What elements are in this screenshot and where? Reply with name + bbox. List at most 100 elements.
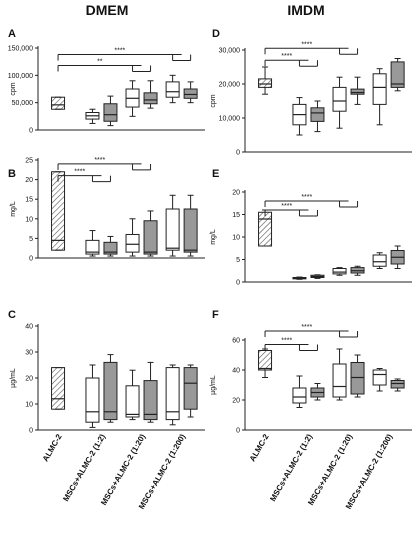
box-plot bbox=[183, 81, 198, 104]
box-iqr bbox=[85, 239, 100, 255]
box-plot bbox=[103, 95, 118, 127]
box-plot bbox=[350, 265, 365, 276]
panel-f: F 0 20 40 60 µg/mL **** **** bbox=[210, 309, 412, 435]
box-iqr bbox=[292, 387, 307, 404]
significance-bracket: ** bbox=[57, 58, 152, 72]
panel-c: C 0 10 20 30 40 µg/mL bbox=[8, 309, 205, 435]
box-plot bbox=[183, 194, 198, 257]
box-plot bbox=[125, 218, 140, 257]
x-tick-label-imdm: MSCs+ALMC-2 (1:2) bbox=[268, 432, 314, 503]
y-tick-label: 100,000 bbox=[8, 73, 33, 80]
y-tick-label: 20 bbox=[25, 376, 33, 383]
significance-label: **** bbox=[281, 338, 292, 345]
box-iqr bbox=[125, 385, 140, 418]
y-tick-label: 10 bbox=[232, 235, 240, 242]
box-iqr bbox=[125, 233, 140, 253]
y-tick-label: 10,000 bbox=[219, 116, 241, 123]
box-plot bbox=[332, 76, 347, 129]
box-iqr bbox=[332, 86, 347, 112]
box-plot bbox=[51, 171, 66, 251]
panel-letter: A bbox=[8, 28, 16, 40]
box-iqr bbox=[143, 380, 158, 421]
y-tick-label: 0 bbox=[236, 150, 240, 157]
box-iqr bbox=[51, 171, 66, 251]
box-plot bbox=[103, 354, 118, 423]
box-plot bbox=[85, 230, 100, 257]
box-iqr bbox=[51, 367, 66, 410]
box-plot bbox=[350, 354, 365, 398]
box-iqr bbox=[372, 369, 387, 386]
box-plot bbox=[292, 276, 307, 280]
significance-label: **** bbox=[281, 53, 292, 60]
y-axis-label: mg/L bbox=[10, 201, 17, 217]
box-plot bbox=[332, 348, 347, 401]
box-iqr bbox=[258, 350, 273, 371]
significance-bracket: **** bbox=[57, 157, 152, 171]
box-iqr bbox=[143, 92, 158, 105]
x-tick-label-imdm: MSCs+ALMC-2 (1:200) bbox=[344, 432, 395, 511]
box-plot bbox=[292, 375, 307, 408]
x-tick-label-imdm: ALMC-2 bbox=[248, 432, 271, 463]
box-iqr bbox=[103, 361, 118, 421]
box-plot bbox=[390, 378, 405, 392]
significance-bracket: **** bbox=[264, 203, 318, 217]
box-iqr bbox=[258, 211, 273, 247]
box-plot bbox=[165, 194, 180, 257]
box-plot bbox=[372, 368, 387, 392]
box-iqr bbox=[258, 78, 273, 88]
panels-group: A050,000100,000150,000cpm******B05101520… bbox=[8, 28, 412, 435]
box-plot bbox=[85, 108, 100, 124]
y-tick-label: 30,000 bbox=[219, 48, 241, 55]
box-plot bbox=[51, 96, 66, 110]
box-plot bbox=[390, 58, 405, 92]
box-plot bbox=[85, 364, 100, 428]
box-iqr bbox=[183, 88, 198, 99]
box-plot bbox=[390, 245, 405, 269]
y-tick-label: 20,000 bbox=[219, 82, 241, 89]
box-plot bbox=[310, 383, 325, 401]
x-tick-label-dmem: ALMC-2 bbox=[41, 432, 64, 463]
significance-bracket: **** bbox=[264, 194, 359, 208]
y-tick-label: 150,000 bbox=[8, 46, 33, 53]
box-iqr bbox=[51, 96, 66, 110]
y-axis-label: µg/mL bbox=[210, 375, 217, 395]
significance-label: **** bbox=[94, 157, 105, 164]
box-plot bbox=[165, 364, 180, 426]
significance-label: ** bbox=[97, 58, 103, 65]
y-axis-label: cpm bbox=[10, 82, 17, 95]
y-tick-label: 0 bbox=[236, 428, 240, 435]
box-iqr bbox=[350, 362, 365, 395]
y-tick-label: 40 bbox=[232, 368, 240, 375]
box-iqr bbox=[143, 220, 158, 255]
box-plot bbox=[310, 100, 325, 133]
box-iqr bbox=[390, 380, 405, 389]
significance-bracket: **** bbox=[264, 324, 359, 338]
panel-letter: E bbox=[212, 168, 219, 180]
panel-letter: F bbox=[212, 309, 219, 321]
y-tick-label: 5 bbox=[236, 257, 240, 264]
significance-bracket: **** bbox=[57, 48, 192, 62]
significance-bracket: **** bbox=[264, 338, 318, 351]
box-plot bbox=[125, 369, 140, 421]
panel-e: E 0 5 10 15 20 mg/L **** **** bbox=[210, 168, 412, 287]
y-tick-label: 15 bbox=[232, 212, 240, 219]
x-tick-label-imdm: MSCs+ALMC-2 (1:20) bbox=[306, 432, 354, 507]
significance-label: **** bbox=[301, 324, 312, 331]
box-plot bbox=[125, 80, 140, 117]
box-iqr bbox=[85, 377, 100, 423]
box-plot bbox=[143, 80, 158, 109]
y-tick-label: 15 bbox=[25, 197, 33, 204]
box-plot bbox=[310, 274, 325, 279]
panel-letter: D bbox=[212, 28, 220, 40]
y-tick-label: 10 bbox=[25, 402, 33, 409]
box-plot bbox=[372, 252, 387, 269]
y-axis-label: mg/L bbox=[210, 229, 217, 245]
box-iqr bbox=[103, 241, 118, 255]
y-tick-label: 0 bbox=[29, 128, 33, 135]
box-iqr bbox=[165, 208, 180, 251]
significance-label: **** bbox=[301, 41, 312, 48]
box-plot bbox=[143, 361, 158, 423]
